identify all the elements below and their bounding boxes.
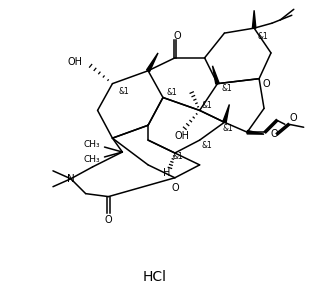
Text: O: O	[271, 129, 279, 139]
Text: H: H	[163, 168, 171, 178]
Text: &1: &1	[173, 153, 184, 161]
Text: HCl: HCl	[143, 270, 167, 284]
Text: &1: &1	[167, 88, 178, 97]
Text: O: O	[105, 216, 112, 225]
Polygon shape	[212, 66, 219, 84]
Text: &1: &1	[222, 124, 233, 133]
Text: OH: OH	[68, 57, 83, 67]
Polygon shape	[223, 104, 229, 123]
Text: O: O	[262, 79, 270, 89]
Text: O: O	[173, 31, 181, 41]
Text: N: N	[67, 174, 75, 184]
Text: O: O	[290, 113, 298, 123]
Text: &1: &1	[202, 141, 212, 150]
Text: OH: OH	[174, 131, 189, 141]
Text: &1: &1	[202, 101, 212, 110]
Text: &1: &1	[221, 84, 232, 93]
Polygon shape	[147, 53, 158, 72]
Text: CH₃: CH₃	[84, 155, 100, 165]
Polygon shape	[252, 10, 256, 28]
Text: &1: &1	[118, 87, 129, 96]
Text: &1: &1	[257, 32, 268, 41]
Text: O: O	[171, 183, 179, 193]
Polygon shape	[247, 130, 264, 134]
Text: CH₃: CH₃	[84, 140, 100, 149]
